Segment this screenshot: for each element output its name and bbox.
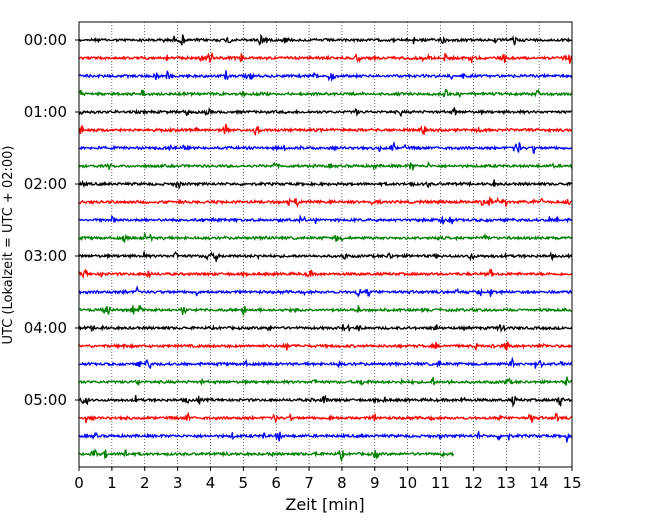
trace-05:30 — [78, 429, 573, 443]
trace-00:15 — [78, 52, 573, 64]
trace-02:30 — [78, 213, 573, 225]
y-tick-label: 01:00 — [24, 103, 67, 121]
trace-00:00 — [78, 33, 573, 46]
x-axis-label: Zeit [min] — [285, 495, 364, 514]
x-tick-label: 4 — [206, 474, 216, 492]
trace-04:00 — [78, 323, 573, 334]
x-tick-label: 11 — [431, 474, 450, 492]
x-tick-label: 8 — [337, 474, 347, 492]
trace-00:45 — [78, 88, 573, 99]
x-tick-label: 7 — [304, 474, 314, 492]
y-axis-label: UTC (Lokalzeit = UTC + 02:00) — [1, 146, 16, 345]
x-tick-label: 2 — [140, 474, 150, 492]
trace-04:45 — [78, 376, 573, 387]
y-axis: 00:00 01:00 02:00 03:00 04:00 05:00 — [24, 31, 79, 409]
trace-01:15 — [78, 123, 573, 137]
trace-03:15 — [78, 268, 573, 280]
trace-04:15 — [78, 341, 573, 352]
trace-02:15 — [78, 196, 572, 209]
x-tick-label: 3 — [173, 474, 183, 492]
trace-01:45 — [78, 160, 573, 171]
plot-frame — [78, 21, 573, 468]
x-tick-label: 13 — [497, 474, 516, 492]
trace-04:30 — [78, 356, 573, 370]
x-tick-label: 6 — [271, 474, 281, 492]
trace-05:00 — [78, 394, 573, 408]
vertical-gridlines — [111, 22, 540, 467]
x-tick-label: 1 — [107, 474, 117, 492]
trace-05:15 — [78, 411, 573, 424]
x-tick-label: 10 — [398, 474, 417, 492]
x-tick-label: 14 — [530, 474, 549, 492]
y-tick-label: 02:00 — [24, 175, 67, 193]
trace-05:45 — [78, 448, 455, 463]
y-tick-label: 04:00 — [24, 319, 67, 337]
trace-03:00 — [78, 250, 573, 262]
seismic-traces — [78, 33, 573, 463]
x-tick-label: 12 — [464, 474, 483, 492]
trace-03:30 — [78, 285, 573, 298]
y-tick-label: 00:00 — [24, 31, 67, 49]
x-tick-label: 5 — [239, 474, 249, 492]
trace-01:30 — [78, 140, 573, 155]
y-tick-label: 03:00 — [24, 247, 67, 265]
x-tick-label: 0 — [74, 474, 84, 492]
y-tick-label: 05:00 — [24, 391, 67, 409]
trace-00:30 — [78, 69, 573, 83]
trace-03:45 — [78, 304, 572, 316]
trace-02:45 — [78, 232, 573, 244]
x-tick-label: 9 — [370, 474, 380, 492]
trace-02:00 — [78, 179, 572, 190]
trace-01:00 — [78, 107, 572, 118]
x-tick-label: 15 — [562, 474, 581, 492]
x-axis: 0 1 2 3 4 5 6 7 8 9 10 11 12 13 14 15 — [74, 467, 582, 492]
